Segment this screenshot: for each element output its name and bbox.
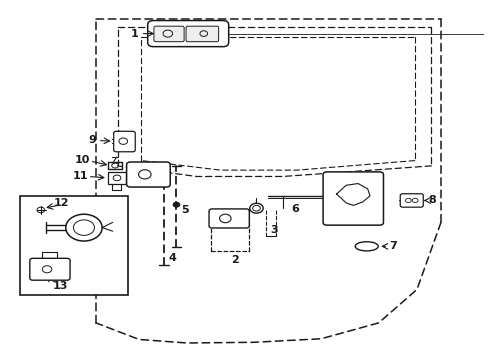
Text: 5: 5	[181, 205, 188, 215]
Circle shape	[173, 202, 180, 207]
FancyBboxPatch shape	[126, 162, 170, 187]
Text: 13: 13	[52, 281, 67, 291]
Text: 4: 4	[168, 253, 176, 263]
FancyBboxPatch shape	[323, 172, 383, 225]
FancyBboxPatch shape	[30, 258, 70, 280]
Text: 7: 7	[388, 241, 396, 251]
FancyBboxPatch shape	[147, 21, 228, 47]
Text: 11: 11	[73, 171, 88, 181]
Ellipse shape	[354, 242, 377, 251]
Text: 2: 2	[230, 256, 238, 265]
FancyBboxPatch shape	[399, 194, 423, 207]
Text: 6: 6	[290, 204, 298, 214]
Text: 12: 12	[54, 198, 69, 208]
Bar	[108, 172, 126, 184]
Text: 9: 9	[88, 135, 96, 145]
FancyBboxPatch shape	[113, 131, 135, 152]
FancyBboxPatch shape	[154, 26, 184, 42]
Text: 10: 10	[74, 155, 90, 165]
Text: 8: 8	[427, 195, 435, 206]
Text: 3: 3	[270, 225, 278, 235]
FancyBboxPatch shape	[208, 209, 249, 228]
FancyBboxPatch shape	[185, 26, 218, 42]
Text: 1: 1	[130, 28, 138, 39]
Bar	[20, 196, 128, 294]
